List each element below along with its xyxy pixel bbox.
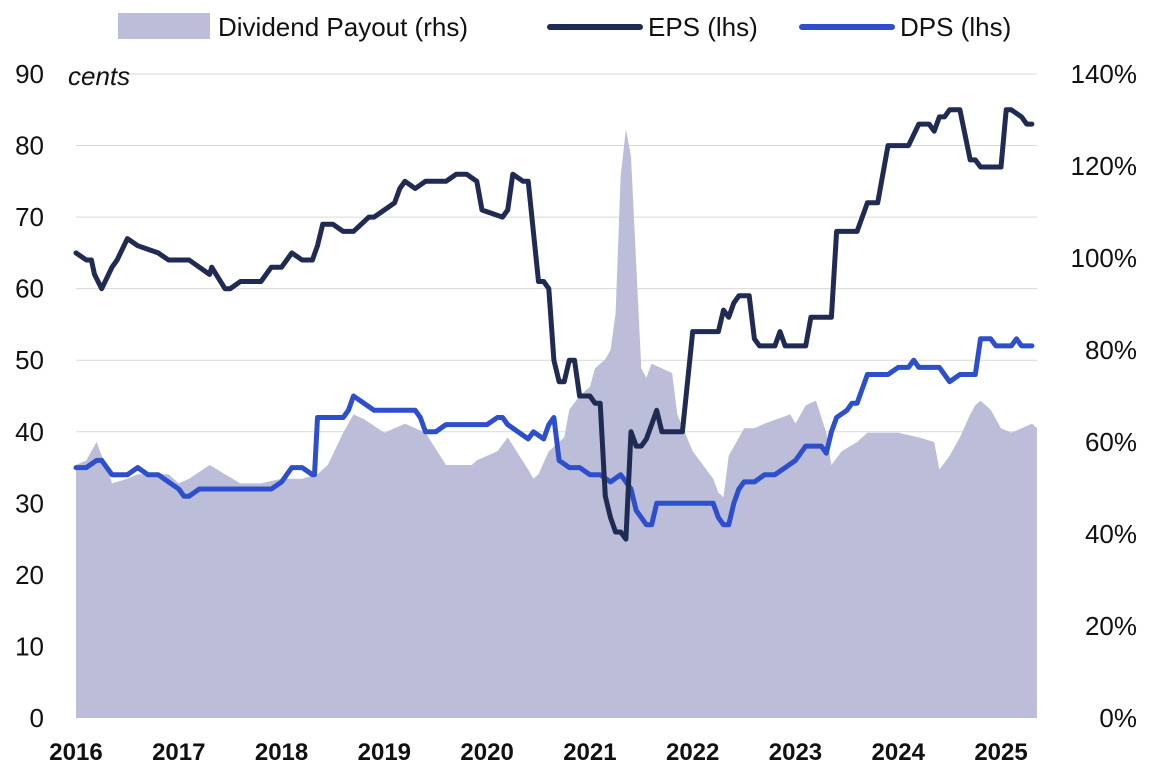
legend-label-dps: DPS (lhs) bbox=[900, 12, 1011, 42]
x-tick-label: 2020 bbox=[460, 739, 513, 766]
y-left-tick-label: 20 bbox=[15, 560, 44, 590]
x-tick-label: 2022 bbox=[666, 739, 719, 766]
y-left-tick-label: 60 bbox=[15, 274, 44, 304]
y-right-tick-label: 140% bbox=[1071, 59, 1138, 89]
y-right-tick-label: 20% bbox=[1085, 611, 1137, 641]
y-right-tick-label: 0% bbox=[1099, 703, 1137, 733]
y-left-tick-label: 10 bbox=[15, 631, 44, 661]
x-tick-label: 2021 bbox=[563, 739, 616, 766]
y-left-tick-label: 70 bbox=[15, 202, 44, 232]
x-tick-label: 2018 bbox=[255, 739, 308, 766]
x-tick-label: 2024 bbox=[872, 739, 926, 766]
y-left-tick-label: 0 bbox=[30, 703, 44, 733]
legend-label-payout: Dividend Payout (rhs) bbox=[218, 12, 468, 42]
y-left-tick-label: 50 bbox=[15, 345, 44, 375]
payout-area bbox=[76, 129, 1037, 718]
x-tick-label: 2023 bbox=[769, 739, 822, 766]
plot-area bbox=[76, 129, 1037, 718]
y-right-tick-label: 100% bbox=[1071, 243, 1138, 273]
eps-line bbox=[73, 107, 1035, 542]
y-right-tick-label: 80% bbox=[1085, 335, 1137, 365]
y-right-tick-label: 120% bbox=[1071, 151, 1138, 181]
x-tick-label: 2019 bbox=[358, 739, 411, 766]
y-left-tick-label: 30 bbox=[15, 488, 44, 518]
y-left-tick-label: 80 bbox=[15, 131, 44, 161]
series-lines bbox=[73, 107, 1035, 542]
y-unit-label: cents bbox=[68, 61, 130, 91]
axes: 0 10 20 30 40 50 60 70 80 90 0% 20% 40% 60% 80% 100% 120… bbox=[15, 59, 1137, 766]
legend: Dividend Payout (rhs) EPS (lhs) DPS (lhs… bbox=[118, 12, 1011, 42]
x-tick-label: 2016 bbox=[49, 739, 102, 766]
y-left-tick-label: 90 bbox=[15, 59, 44, 89]
legend-label-eps: EPS (lhs) bbox=[648, 12, 758, 42]
y-right-tick-label: 60% bbox=[1085, 427, 1137, 457]
x-tick-label: 2025 bbox=[974, 739, 1027, 766]
y-right-tick-label: 40% bbox=[1085, 519, 1137, 549]
legend-swatch-payout bbox=[118, 13, 210, 39]
x-tick-label: 2017 bbox=[152, 739, 205, 766]
y-left-tick-label: 40 bbox=[15, 417, 44, 447]
